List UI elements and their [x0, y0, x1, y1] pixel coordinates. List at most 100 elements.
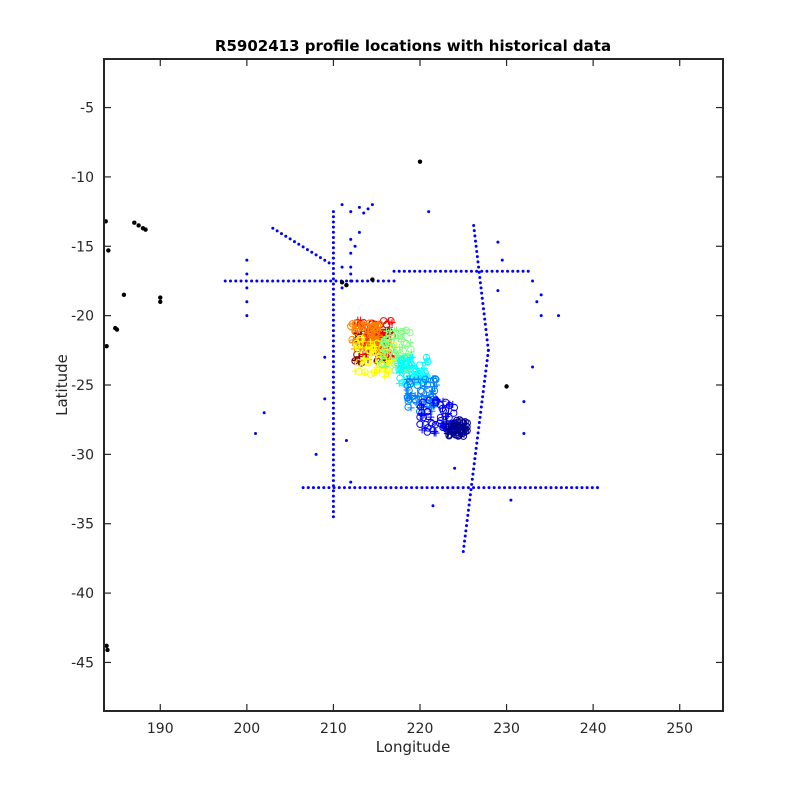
- profile-point: [391, 348, 399, 356]
- historical-point: [331, 215, 335, 219]
- historical-point: [331, 241, 335, 245]
- profile-point: [406, 380, 415, 388]
- historical-point: [509, 498, 513, 502]
- profile-point: [457, 417, 465, 425]
- historical-point: [265, 279, 269, 283]
- profile-point: [450, 409, 458, 417]
- historical-point: [521, 269, 525, 273]
- historical-point: [244, 279, 248, 283]
- profile-point: [353, 319, 361, 328]
- x-axis: 190 200 210 220 230 240 250: [147, 59, 693, 737]
- profile-point: [442, 418, 450, 426]
- historical-point: [323, 397, 327, 401]
- profile-point: [406, 328, 414, 337]
- historical-point: [472, 223, 476, 227]
- historical-point: [331, 323, 335, 327]
- historical-point: [322, 486, 326, 490]
- historical-point: [475, 441, 479, 445]
- profile-point: [418, 408, 426, 417]
- historical-point: [481, 390, 485, 394]
- historical-point: [331, 370, 335, 374]
- historical-point: [323, 258, 327, 262]
- historical-point: [478, 275, 482, 279]
- historical-point: [575, 486, 579, 490]
- historical-point: [223, 279, 227, 283]
- historical-point: [331, 391, 335, 395]
- historical-point: [340, 203, 344, 207]
- historical-point: [430, 486, 434, 490]
- historical-point: [454, 269, 458, 273]
- profile-point: [390, 331, 398, 339]
- historical-point: [508, 486, 512, 490]
- historical-point: [331, 365, 335, 369]
- historical-point: [331, 422, 335, 426]
- profile-point: [461, 422, 469, 430]
- historical-point: [425, 486, 429, 490]
- profile-point: [457, 425, 465, 433]
- historical-point: [404, 486, 408, 490]
- historical-point: [284, 234, 288, 238]
- historical-point: [402, 269, 406, 273]
- historical-point: [461, 549, 465, 553]
- historical-point: [331, 303, 335, 307]
- historical-point: [475, 255, 479, 259]
- x-tick-label: 250: [666, 721, 693, 737]
- historical-point: [366, 207, 370, 211]
- historical-point: [331, 210, 335, 214]
- historical-point: [549, 486, 553, 490]
- historical-point: [331, 329, 335, 333]
- historical-point: [389, 486, 393, 490]
- historical-point: [433, 269, 437, 273]
- profile-point: [378, 349, 387, 357]
- historical-point: [331, 417, 335, 421]
- land-point: [158, 299, 163, 304]
- historical-point: [485, 333, 489, 337]
- historical-point: [331, 432, 335, 436]
- historical-point: [308, 279, 312, 283]
- historical-point: [340, 286, 344, 290]
- historical-point: [331, 468, 335, 472]
- land-point: [417, 159, 423, 164]
- land-point: [114, 327, 120, 332]
- historical-point: [463, 539, 467, 543]
- historical-point: [511, 269, 515, 273]
- historical-point: [464, 524, 468, 528]
- historical-point: [331, 313, 335, 317]
- profile-point: [406, 391, 414, 399]
- historical-point: [331, 411, 335, 415]
- profile-point: [367, 338, 375, 346]
- historical-point: [392, 269, 396, 273]
- historical-point: [271, 279, 275, 283]
- profile-point: [381, 345, 389, 354]
- profile-point: [397, 330, 405, 338]
- historical-point: [453, 466, 457, 470]
- historical-point: [472, 486, 476, 490]
- historical-point: [516, 269, 520, 273]
- historical-point: [484, 364, 488, 368]
- historical-point: [564, 486, 568, 490]
- historical-point: [482, 486, 486, 490]
- profile-point: [384, 370, 392, 378]
- profile-point: [429, 389, 437, 397]
- historical-point: [427, 210, 431, 214]
- historical-point: [475, 436, 479, 440]
- historical-point: [279, 232, 283, 236]
- historical-point: [239, 279, 243, 283]
- historical-point: [353, 244, 357, 248]
- historical-point: [301, 245, 305, 249]
- y-tick-label: -5: [80, 101, 94, 117]
- historical-point: [468, 498, 472, 502]
- historical-point: [331, 230, 335, 234]
- historical-point: [464, 269, 468, 273]
- historical-point: [481, 302, 485, 305]
- historical-point: [344, 438, 348, 442]
- historical-point: [331, 380, 335, 384]
- historical-point: [466, 486, 470, 490]
- historical-point: [446, 486, 450, 490]
- historical-point: [349, 272, 353, 276]
- historical-point: [474, 239, 478, 243]
- historical-point: [522, 400, 526, 404]
- historical-point: [471, 472, 475, 476]
- profile-point: [421, 382, 429, 390]
- historical-point: [539, 314, 543, 318]
